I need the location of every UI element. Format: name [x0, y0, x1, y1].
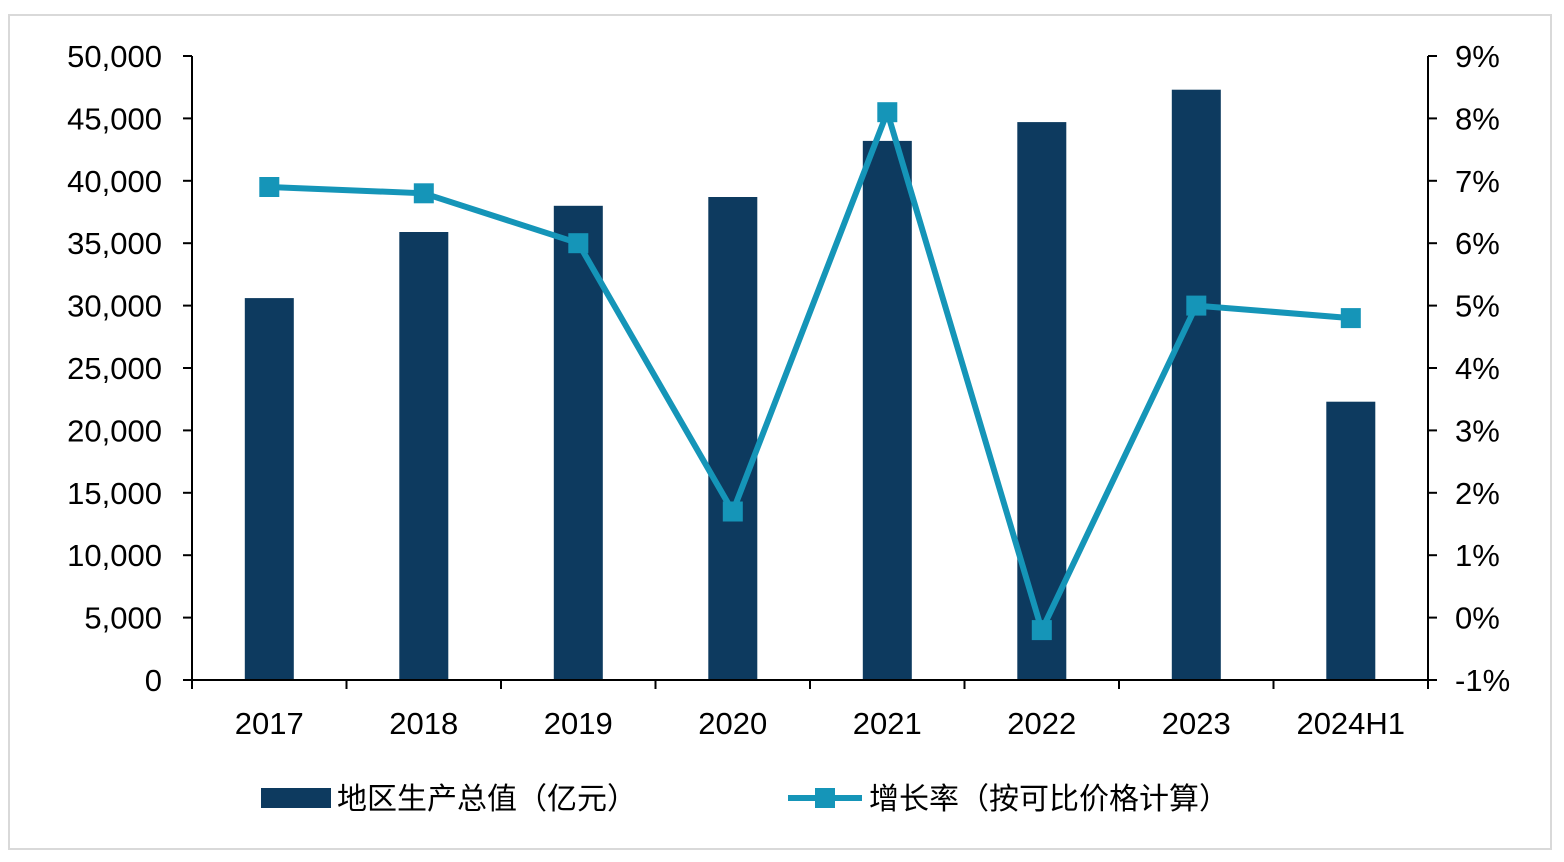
right-tick-label: 0% — [1455, 601, 1500, 636]
x-tick-label: 2019 — [544, 706, 613, 741]
bars-layer — [244, 89, 1376, 681]
left-tick-label: 45,000 — [67, 101, 162, 136]
x-tick-label: 2018 — [389, 706, 458, 741]
legend-bar-label: 地区生产总值（亿元） — [337, 782, 637, 817]
right-tick-label: 4% — [1455, 351, 1500, 386]
legend: 地区生产总值（亿元） 增长率（按可比价格计算） — [261, 782, 1229, 817]
right-tick-label: 3% — [1455, 413, 1500, 448]
growth-marker-2021 — [877, 102, 898, 123]
legend-line-label: 增长率（按可比价格计算） — [869, 782, 1229, 817]
growth-rate-line — [269, 102, 1352, 639]
left-tick-label: 0 — [145, 663, 162, 698]
legend-line-marker — [815, 788, 835, 808]
left-tick-label: 25,000 — [67, 351, 162, 386]
left-tick-label: 10,000 — [67, 538, 162, 573]
right-tick-label: 9% — [1455, 39, 1500, 74]
left-tick-label: 50,000 — [67, 39, 162, 74]
right-tick-label: 5% — [1455, 289, 1500, 324]
bar-2020 — [708, 197, 758, 680]
right-tick-label: 2% — [1455, 476, 1500, 511]
growth-marker-2023 — [1186, 295, 1207, 316]
left-tick-label: 40,000 — [67, 164, 162, 199]
bar-2022 — [1017, 122, 1067, 681]
bar-2017 — [244, 298, 294, 680]
x-tick-label: 2021 — [853, 706, 922, 741]
growth-marker-2020 — [722, 501, 743, 522]
legend-bar-swatch — [261, 788, 331, 808]
x-tick-label: 2023 — [1162, 706, 1231, 741]
x-tick-label: 2020 — [698, 706, 767, 741]
right-tick-label: 8% — [1455, 101, 1500, 136]
right-tick-label: 7% — [1455, 164, 1500, 199]
right-tick-label: 1% — [1455, 538, 1500, 573]
bar-2019 — [553, 205, 603, 681]
bar-2021 — [862, 140, 912, 680]
x-tick-label: 2022 — [1007, 706, 1076, 741]
bar-2018 — [399, 232, 449, 680]
bar-2024H1 — [1326, 401, 1376, 680]
left-tick-label: 35,000 — [67, 226, 162, 261]
left-tick-label: 30,000 — [67, 289, 162, 324]
growth-marker-2018 — [413, 183, 434, 204]
left-tick-label: 5,000 — [84, 601, 162, 636]
growth-marker-2019 — [568, 233, 589, 254]
growth-marker-2017 — [259, 177, 280, 197]
growth-marker-2022 — [1031, 620, 1052, 641]
left-tick-label: 20,000 — [67, 413, 162, 448]
ticks-layer: 0 5,000 10,000 15,000 20,000 25,000 30,000 35,0… — [67, 39, 1510, 741]
right-tick-label: -1% — [1455, 663, 1510, 698]
x-tick-label: 2017 — [235, 706, 304, 741]
growth-marker-2024H1 — [1340, 308, 1361, 329]
axes-layer — [191, 56, 1429, 681]
x-tick-label: 2024H1 — [1296, 706, 1405, 741]
right-tick-label: 6% — [1455, 226, 1500, 261]
line-layer — [259, 102, 1361, 641]
left-tick-label: 15,000 — [67, 476, 162, 511]
bar-2023 — [1171, 89, 1221, 680]
